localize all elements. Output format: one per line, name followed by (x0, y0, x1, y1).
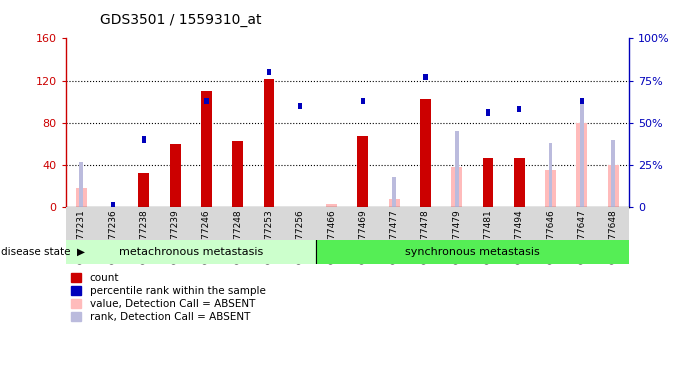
Text: GSM277238: GSM277238 (140, 209, 149, 264)
Bar (170, 144, 180, 207)
Text: GSM277231: GSM277231 (77, 209, 86, 264)
Bar (267, 69, 271, 75)
Text: GSM277236: GSM277236 (108, 209, 117, 264)
Text: GSM277478: GSM277478 (421, 209, 430, 264)
Text: GSM277494: GSM277494 (515, 209, 524, 264)
Bar (138, 172, 149, 207)
Text: GSM277648: GSM277648 (609, 209, 618, 264)
Bar (607, 165, 618, 207)
Text: GSM277246: GSM277246 (202, 209, 211, 264)
Bar (514, 158, 524, 207)
Bar (111, 202, 115, 209)
Text: GSM277469: GSM277469 (359, 209, 368, 264)
Bar (482, 158, 493, 207)
Bar (420, 99, 431, 207)
Bar (232, 141, 243, 207)
Text: GSM277481: GSM277481 (484, 209, 493, 264)
Bar (451, 167, 462, 207)
Bar (357, 136, 368, 207)
Text: GSM277477: GSM277477 (390, 209, 399, 264)
Text: disease state  ▶: disease state ▶ (1, 247, 85, 257)
Text: GSM277239: GSM277239 (171, 209, 180, 264)
Bar (580, 98, 584, 104)
Bar (576, 123, 587, 207)
Text: GSM277253: GSM277253 (265, 209, 274, 264)
Bar (549, 143, 553, 207)
Bar (455, 131, 459, 207)
Text: GSM277479: GSM277479 (452, 209, 461, 264)
Bar (361, 98, 365, 104)
Text: GSM277248: GSM277248 (234, 209, 243, 264)
Bar (612, 140, 615, 207)
Bar (205, 98, 209, 104)
Bar (316, 240, 629, 264)
Text: GSM277647: GSM277647 (578, 209, 587, 264)
Bar (299, 103, 303, 109)
Bar (76, 188, 87, 207)
Bar (66, 240, 316, 264)
Text: metachronous metastasis: metachronous metastasis (119, 247, 263, 257)
Text: GDS3501 / 1559310_at: GDS3501 / 1559310_at (100, 13, 262, 27)
Bar (388, 199, 399, 207)
Bar (518, 106, 522, 112)
Bar (392, 177, 396, 207)
Bar (580, 98, 584, 207)
Legend: count, percentile rank within the sample, value, Detection Call = ABSENT, rank, : count, percentile rank within the sample… (71, 273, 265, 322)
Text: GSM277256: GSM277256 (296, 209, 305, 264)
Bar (111, 202, 115, 207)
Text: GSM277646: GSM277646 (546, 209, 555, 264)
Bar (486, 109, 490, 116)
Bar (326, 204, 337, 207)
Bar (142, 136, 146, 143)
Bar (424, 74, 428, 80)
Bar (545, 170, 556, 207)
Bar (79, 162, 83, 207)
Bar (201, 91, 212, 207)
Text: synchronous metastasis: synchronous metastasis (405, 247, 540, 257)
Bar (263, 79, 274, 207)
Text: GSM277466: GSM277466 (327, 209, 336, 264)
